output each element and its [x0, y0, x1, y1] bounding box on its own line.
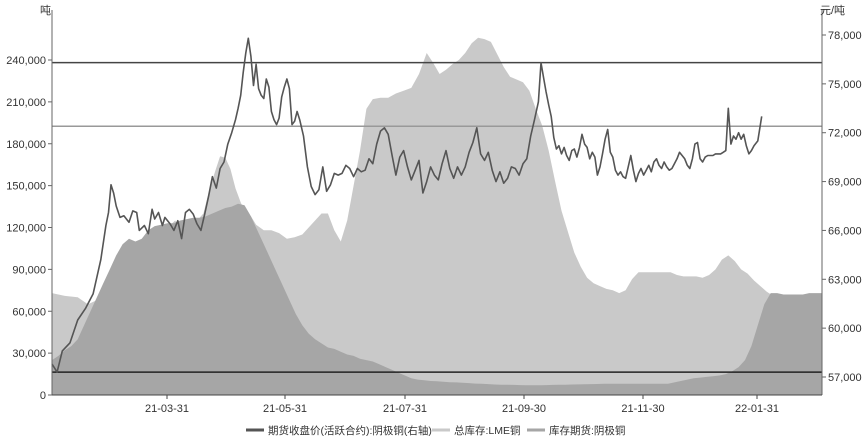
x-tick-label: 21-09-30	[502, 403, 546, 415]
right-tick-label: 69,000	[828, 177, 862, 189]
x-tick-label: 21-07-31	[383, 403, 427, 415]
x-tick-label: 22-01-31	[735, 403, 779, 415]
right-axis-unit: 元/吨	[820, 4, 845, 17]
right-tick-labels: 57,000 60,000 63,000 66,000 69,000 72,000 75,0…	[822, 30, 862, 384]
right-tick-label: 78,000	[828, 30, 862, 42]
x-tick-label: 21-11-30	[621, 403, 664, 415]
left-tick-label: 30,000	[12, 348, 46, 360]
price-line-group	[51, 37, 763, 373]
axes	[51, 10, 823, 396]
left-tick-label: 0	[40, 390, 46, 402]
legend: 期货收盘价(活跃合约):阴极铜(右轴) 总库存:LME铜 库存期货:阴极铜	[246, 424, 625, 437]
right-tick-label: 75,000	[828, 79, 862, 91]
left-tick-label: 240,000	[6, 55, 46, 67]
left-tick-label: 180,000	[6, 139, 46, 151]
right-tick-label: 57,000	[828, 372, 862, 384]
price-line-series-0	[51, 37, 763, 373]
x-tick-label: 21-03-31	[145, 403, 189, 415]
area-series-2	[52, 203, 822, 395]
legend-item-price: 期货收盘价(活跃合约):阴极铜(右轴)	[246, 424, 432, 437]
right-tick-label: 72,000	[828, 128, 862, 140]
area-series-group	[52, 37, 822, 395]
left-tick-label: 90,000	[12, 264, 46, 276]
left-axis-unit: 吨	[40, 4, 51, 17]
legend-label-shfe: 库存期货:阴极铜	[549, 424, 625, 437]
left-tick-label: 210,000	[6, 97, 46, 109]
right-tick-label: 63,000	[828, 274, 862, 286]
legend-label-lme: 总库存:LME铜	[454, 424, 521, 437]
left-tick-label: 150,000	[6, 181, 46, 193]
x-tick-labels: 21-03-31 21-05-31 21-07-31 21-09-30 21-11-30…	[145, 395, 779, 415]
reference-lines	[52, 61, 822, 373]
x-tick-label: 21-05-31	[263, 403, 307, 415]
right-tick-label: 66,000	[828, 225, 862, 237]
left-tick-label: 60,000	[12, 306, 46, 318]
legend-item-shfe: 库存期货:阴极铜	[527, 424, 625, 437]
left-tick-label: 120,000	[6, 223, 46, 235]
legend-item-lme: 总库存:LME铜	[432, 424, 521, 437]
right-tick-label: 60,000	[828, 323, 862, 335]
left-tick-labels: 0 30,000 60,000 90,000 120,000 150,000 180,000…	[6, 55, 52, 402]
legend-label-price: 期货收盘价(活跃合约):阴极铜(右轴)	[268, 424, 432, 437]
